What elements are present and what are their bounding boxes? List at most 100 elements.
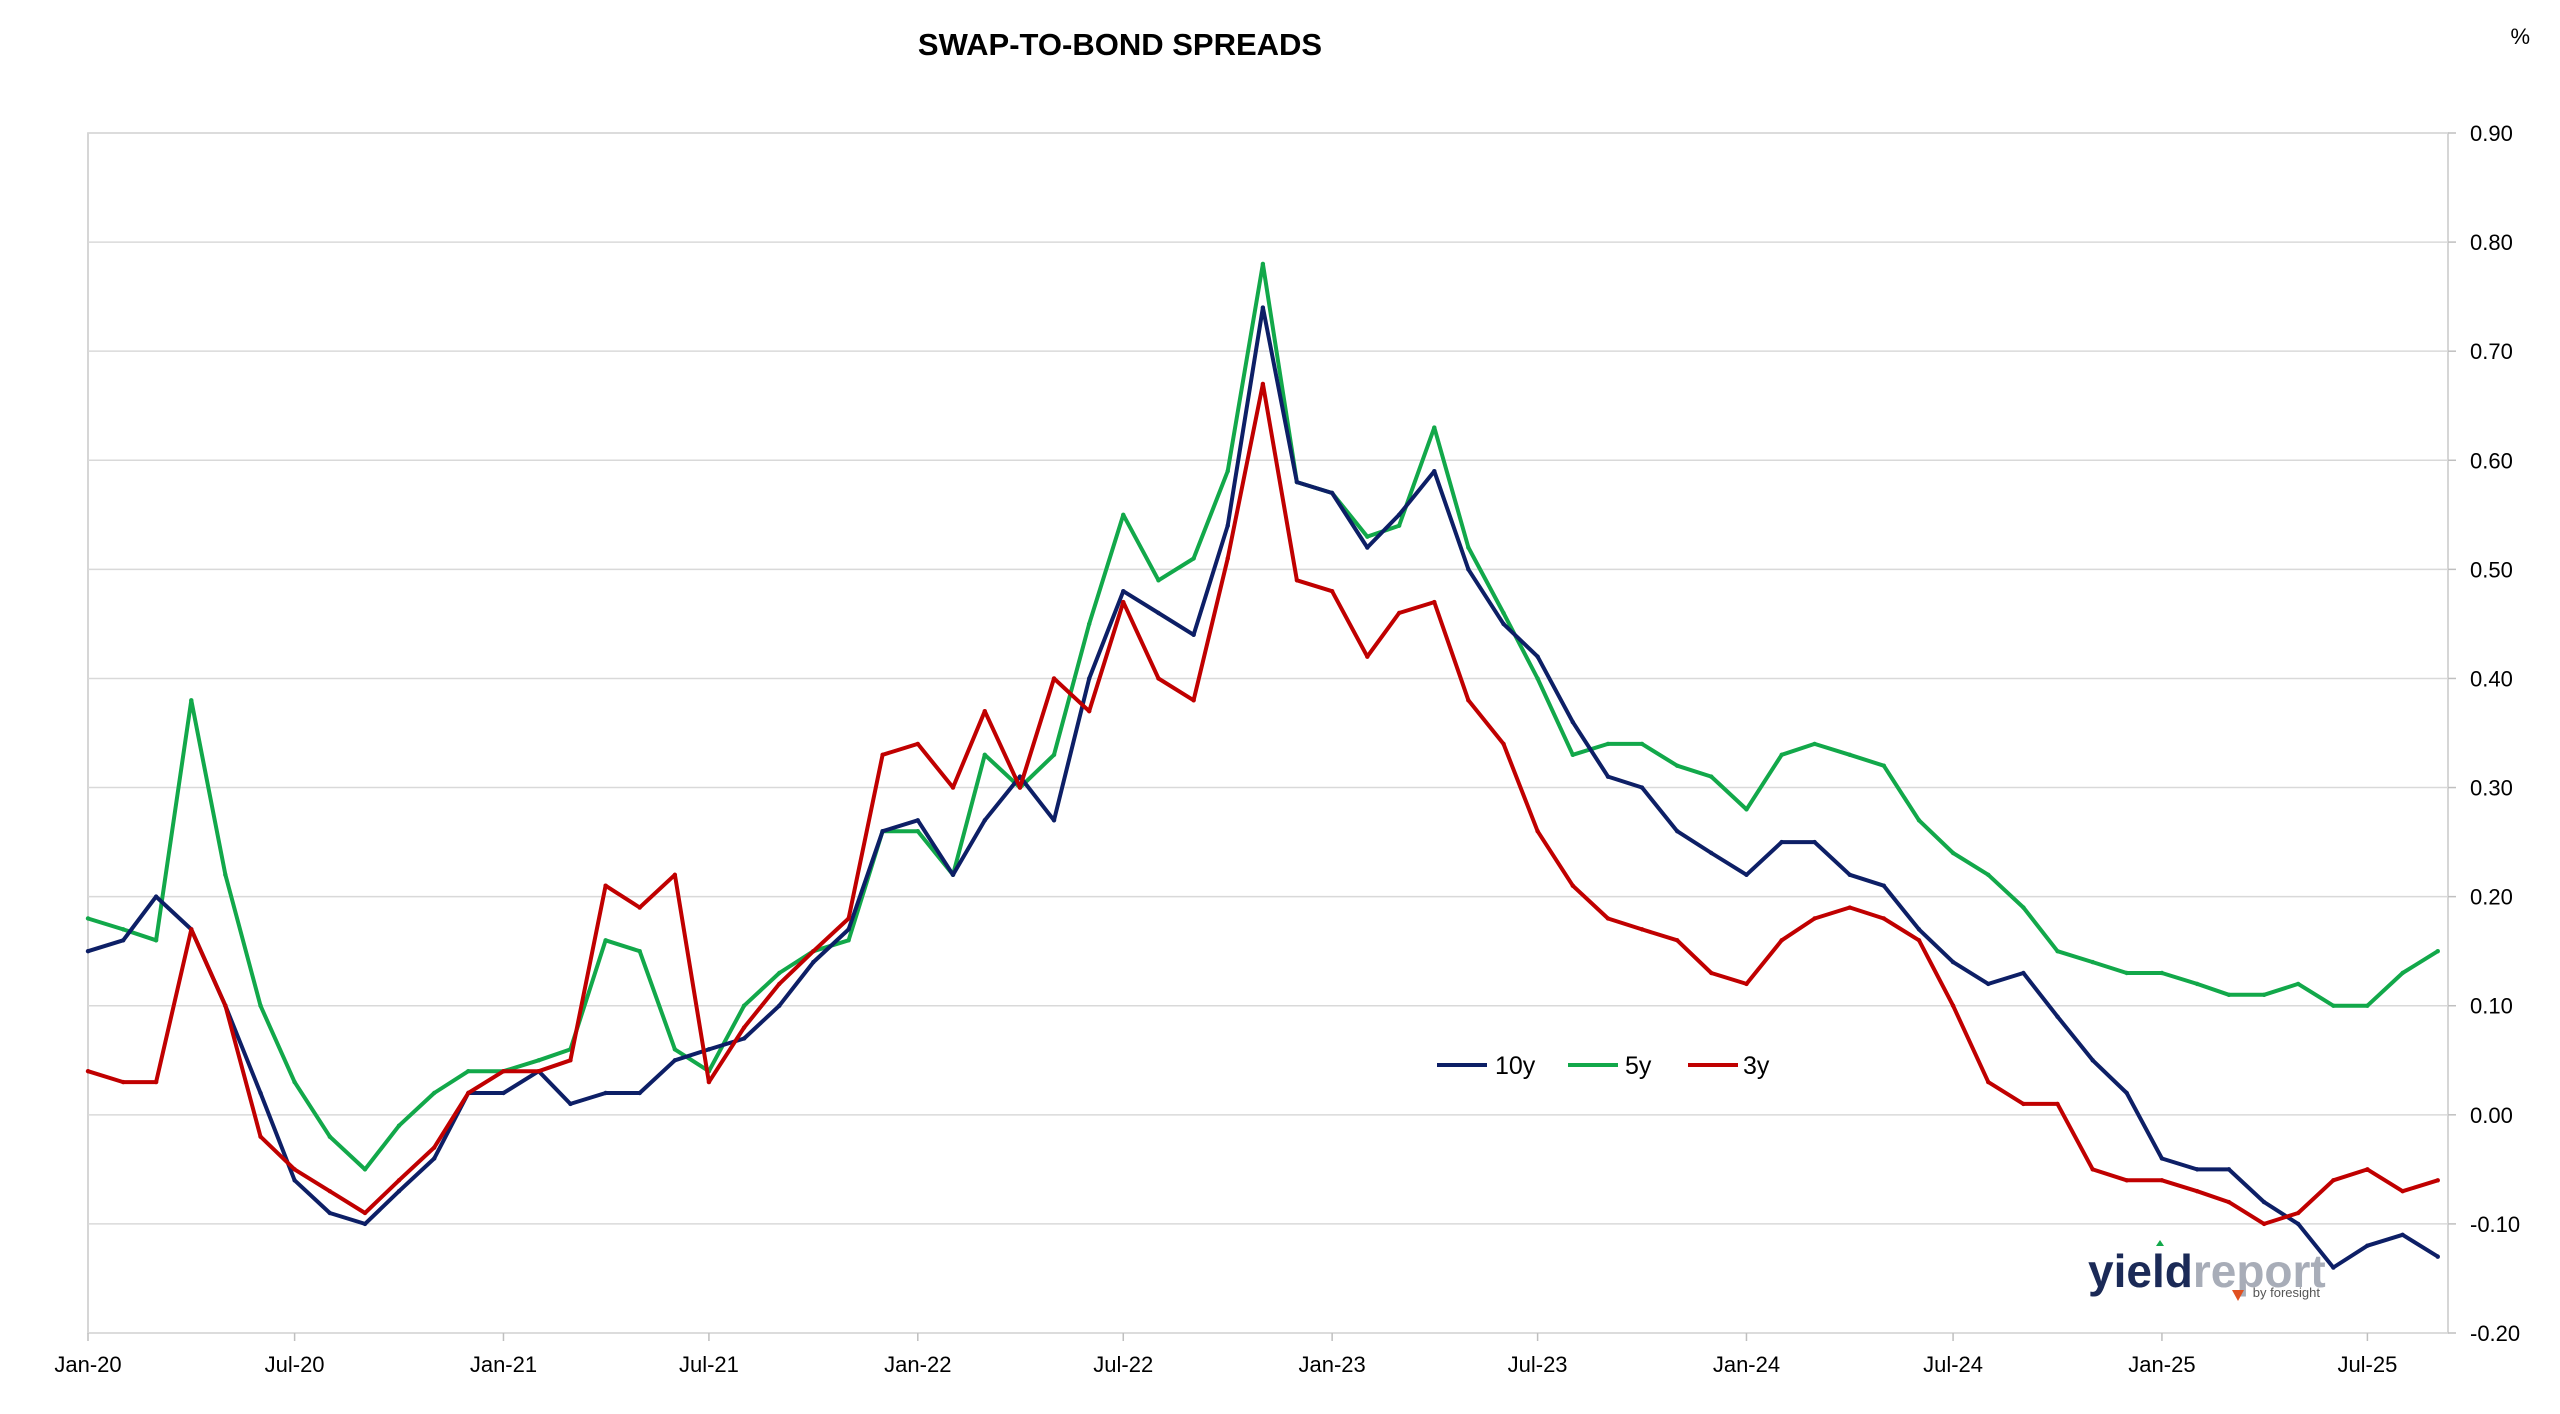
data-point-5y [1744,807,1749,812]
data-point-10y [2021,970,2026,976]
data-point-5y [2331,1003,2336,1008]
logo-accent-icon [2156,1240,2164,1246]
data-point-3y [777,981,782,987]
data-point-5y [1881,763,1887,768]
x-tick-label: Jan-23 [1298,1352,1365,1377]
data-point-10y [1812,839,1817,845]
unit-label: % [2510,24,2530,49]
data-point-10y [1121,588,1126,594]
data-point-3y [258,1134,263,1139]
data-point-3y [1396,610,1402,616]
data-point-3y [915,741,921,747]
data-point-3y [1501,741,1506,747]
data-point-10y [432,1156,437,1161]
data-point-5y [1812,741,1817,747]
data-point-10y [2124,1090,2129,1096]
y-tick-label: 0.60 [2470,448,2513,473]
data-point-10y [1950,959,1956,965]
data-point-3y [1432,599,1437,605]
x-tick-label: Jan-20 [54,1352,121,1377]
x-tick-label: Jan-22 [884,1352,951,1377]
data-point-10y [637,1090,642,1096]
data-point-3y [396,1178,402,1183]
data-point-3y [2331,1178,2336,1183]
y-tick-label: 0.30 [2470,776,2513,801]
data-point-3y [2194,1188,2200,1194]
data-point-10y [1570,719,1575,725]
data-point-10y [2090,1058,2095,1063]
data-point-5y [637,948,642,954]
data-point-3y [2435,1178,2440,1183]
data-point-10y [603,1090,608,1096]
data-point-3y [1916,938,1922,943]
y-tick-label: 0.00 [2470,1103,2513,1128]
data-point-3y [1950,1003,1956,1008]
data-point-5y [1432,425,1437,430]
data-point-10y [846,927,851,932]
data-point-3y [466,1090,471,1096]
data-point-3y [1156,676,1161,681]
y-tick-label: 0.10 [2470,994,2513,1019]
data-point-5y [536,1058,541,1063]
data-point-5y [1639,741,1645,747]
data-point-3y [2365,1167,2370,1172]
data-point-3y [568,1058,573,1063]
data-point-10y [2159,1156,2165,1161]
data-point-3y [637,905,642,910]
data-point-10y [672,1058,678,1063]
data-point-10y [741,1036,747,1041]
yieldreport-logo: yieldreport by foresight [2088,1240,2326,1301]
data-point-10y [292,1178,297,1183]
data-point-5y [466,1068,471,1074]
data-point-10y [1191,632,1196,638]
logo-marker-icon [2232,1290,2244,1301]
data-point-3y [501,1068,506,1074]
data-point-5y [258,1003,263,1008]
data-point-10y [1396,512,1402,518]
data-point-10y [1535,654,1540,659]
data-point-5y [1709,774,1714,779]
data-point-10y [1225,523,1230,528]
series-5y [85,261,2440,1172]
data-point-3y [1260,381,1266,387]
data-point-10y [1605,774,1611,779]
data-point-10y [1466,567,1471,572]
data-point-10y [1881,883,1887,888]
x-tick-label: Jul-20 [265,1352,325,1377]
data-point-5y [603,938,608,943]
data-point-5y [1466,545,1471,550]
data-point-10y [2365,1243,2370,1248]
logo-tagline: by foresight [2253,1285,2321,1300]
x-tick-label: Jul-24 [1923,1352,1983,1377]
data-point-3y [1087,708,1092,714]
data-point-3y [1121,599,1126,605]
x-tick-labels: Jan-20 Jul-20 Jan-21 Jul-21 Jan-22 Jul-22 Jan-… [54,1352,2397,1377]
grid-layer [87,132,2456,1341]
data-point-3y [2159,1178,2165,1183]
data-point-3y [1812,916,1817,921]
data-point-5y [362,1167,368,1172]
data-point-10y [1639,785,1645,790]
x-tick-label: Jul-23 [1508,1352,1568,1377]
legend-label-10y: 10y [1495,1052,1536,1080]
data-point-3y [2055,1101,2060,1107]
y-tick-label: -0.10 [2470,1212,2520,1237]
data-point-10y [777,1003,782,1008]
data-point-5y [2435,948,2440,954]
data-point-5y [1779,752,1784,758]
data-point-3y [1225,556,1230,561]
data-point-5y [432,1090,437,1096]
data-point-5y [292,1079,297,1085]
data-point-10y [1501,621,1506,627]
data-point-5y [672,1047,678,1052]
data-point-5y [1501,610,1506,616]
data-point-10y [501,1090,506,1096]
x-tick-label: Jul-21 [679,1352,739,1377]
data-point-10y [1779,839,1784,845]
data-point-5y [2261,992,2267,998]
data-point-10y [153,894,159,899]
data-point-3y [1709,970,1714,976]
data-point-10y [2226,1167,2232,1172]
data-point-5y [846,938,851,943]
